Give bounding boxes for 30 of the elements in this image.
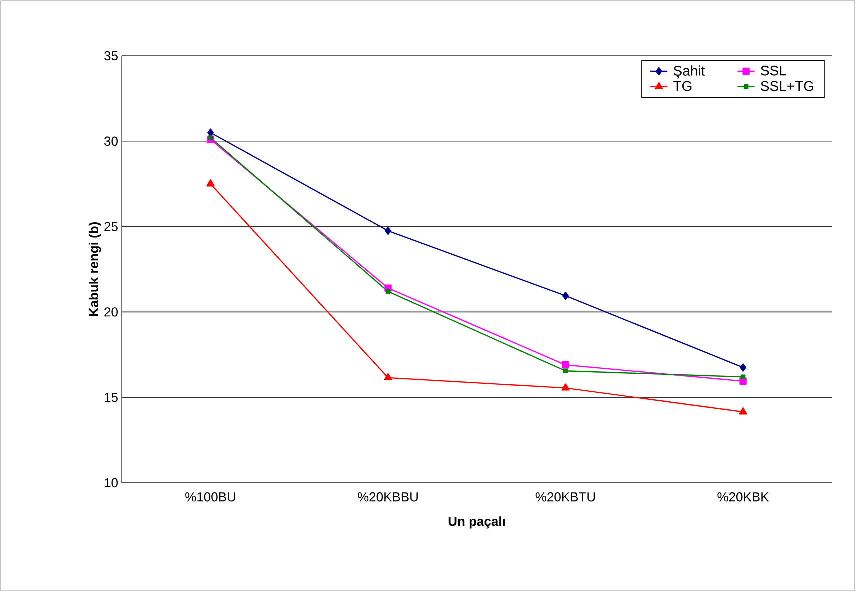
point [739, 408, 748, 415]
point [562, 362, 570, 369]
point [562, 292, 569, 300]
x-tick-label: %100BU [186, 492, 236, 502]
x-axis-title: Un paçalı [448, 516, 505, 529]
legend-label: SSL+TG [761, 81, 814, 92]
y-tick-label: 25 [104, 222, 118, 232]
point [740, 378, 747, 385]
point [562, 384, 570, 391]
x-tick-label: %20KBBU [358, 492, 418, 502]
legend-label: TG [674, 81, 692, 92]
x-tick-label: %20KBK [718, 492, 770, 502]
point [384, 373, 392, 381]
legend-label: Şahit [674, 66, 706, 79]
x-tick-label: %20KBTU [536, 492, 596, 502]
point [740, 364, 746, 372]
point [740, 374, 746, 380]
y-axis-title: Kabuk rengi (b) [88, 222, 102, 316]
point [208, 128, 214, 137]
legend-label: SSL [761, 66, 786, 76]
point [208, 136, 214, 140]
point [206, 180, 215, 187]
y-tick-label: 10 [104, 478, 118, 488]
point [386, 289, 391, 294]
y-tick-label: 20 [104, 308, 118, 317]
point [385, 226, 392, 236]
y-tick-label: 35 [104, 51, 118, 61]
y-tick-label: 15 [104, 393, 118, 402]
point [563, 368, 568, 374]
y-tick-label: 30 [104, 136, 118, 146]
